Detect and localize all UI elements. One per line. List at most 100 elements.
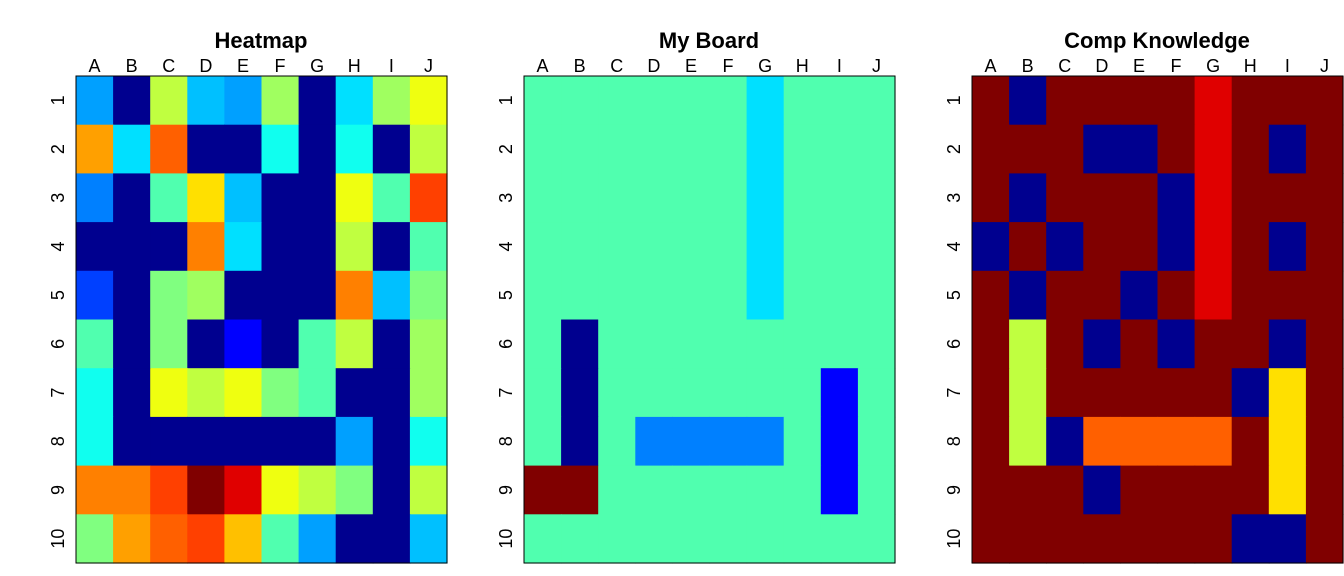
heatmap-cell: [409, 465, 448, 515]
x-tick-label: I: [837, 56, 842, 76]
y-tick-label: 5: [496, 290, 516, 300]
comp-knowledge-panel: Comp Knowledge A B C D E F G H I J 1 2 3 4 5 6 7 8 9 10: [944, 28, 1344, 564]
heatmap-cell: [335, 173, 374, 223]
heatmap-cell: [1157, 416, 1196, 467]
y-tick-label: 7: [48, 388, 68, 398]
heatmap-cell: [224, 124, 263, 174]
heatmap-cell: [1231, 465, 1270, 515]
heatmap-cell: [298, 222, 337, 272]
x-tick-label: E: [237, 56, 249, 76]
heatmap-cell: [409, 124, 448, 174]
heatmap-cell: [672, 319, 711, 369]
heatmap-cell: [820, 173, 859, 223]
heatmap-cell: [76, 416, 114, 467]
x-tick-label: J: [1320, 56, 1329, 76]
heatmap-cell: [1009, 76, 1047, 126]
heatmap-cell: [1305, 514, 1344, 564]
heatmap-cell: [1120, 319, 1159, 369]
heatmap-cell: [857, 173, 896, 223]
heatmap-cell: [524, 222, 562, 272]
heatmap-cell: [113, 465, 151, 515]
heatmap-cell: [1157, 465, 1196, 515]
heatmap-cell: [1231, 124, 1270, 174]
heatmap-cell: [1120, 76, 1159, 126]
y-tick-label: 8: [496, 436, 516, 446]
heatmap-cell: [972, 76, 1010, 126]
heatmap-cell: [635, 368, 673, 418]
heatmap-cell: [335, 270, 374, 321]
heatmap-cell: [335, 319, 374, 369]
heatmap-cell: [150, 173, 188, 223]
x-tick-label: I: [389, 56, 394, 76]
heatmap-cell: [335, 368, 374, 418]
heatmap-cell: [1009, 416, 1047, 467]
heatmap-cell: [820, 368, 859, 418]
heatmap-cell: [524, 465, 562, 515]
heatmap-cell: [409, 416, 448, 467]
x-tick-label: H: [796, 56, 809, 76]
heatmap-cell: [1268, 416, 1307, 467]
heatmap-cell: [672, 124, 711, 174]
heatmap-cell: [150, 368, 188, 418]
heatmap-cell: [298, 514, 337, 564]
heatmap-cell: [972, 270, 1010, 321]
y-tick-label: 8: [944, 436, 964, 446]
heatmap-cell: [709, 124, 748, 174]
heatmap-cell: [561, 416, 599, 467]
heatmap-cell: [598, 465, 636, 515]
heatmap-cell: [150, 514, 188, 564]
heatmap-cell: [224, 368, 263, 418]
heatmap-cell: [113, 319, 151, 369]
heatmap-cell: [1194, 222, 1233, 272]
heatmap-cell: [672, 368, 711, 418]
y-tick-label: 1: [48, 95, 68, 105]
plot-frame: [971, 75, 1344, 564]
x-tick-label: A: [537, 56, 549, 76]
y-tick-label: 10: [496, 529, 516, 549]
heatmap-cell: [224, 76, 263, 126]
heatmap-cell: [709, 416, 748, 467]
heatmap-cell: [1231, 416, 1270, 467]
heatmap-cell: [972, 124, 1010, 174]
heatmap-cell: [820, 124, 859, 174]
heatmap-cell: [746, 124, 785, 174]
heatmap-cell: [113, 76, 151, 126]
y-tick-label: 2: [496, 144, 516, 154]
heatmap-cell: [709, 368, 748, 418]
heatmap-cell: [972, 368, 1010, 418]
heatmap-cell: [261, 319, 300, 369]
heatmap-panel: Heatmap A B C D E F G H I J 1 2 3 4 5 6 7 8 9 10: [48, 28, 448, 564]
y-tick-label: 8: [48, 436, 68, 446]
heatmap-cell: [76, 76, 114, 126]
heatmap-cell: [1046, 124, 1084, 174]
heatmap-cell: [709, 270, 748, 321]
x-tick-label: C: [1058, 56, 1071, 76]
heatmap-cell: [113, 173, 151, 223]
heatmap-cell: [1194, 514, 1233, 564]
heatmap-cell: [783, 319, 822, 369]
heatmap-cell: [1120, 173, 1159, 223]
heatmap-cell: [298, 319, 337, 369]
y-tick-label: 3: [496, 193, 516, 203]
heatmap-cell: [1157, 222, 1196, 272]
heatmap-cell: [150, 124, 188, 174]
heatmap-cell: [746, 514, 785, 564]
heatmap-cell: [1157, 76, 1196, 126]
heatmap-cell: [261, 124, 300, 174]
heatmap-cell: [1305, 368, 1344, 418]
plot-frame: [75, 75, 448, 564]
heatmap-cell: [1268, 222, 1307, 272]
heatmap-cell: [224, 222, 263, 272]
heatmap-cell: [857, 76, 896, 126]
heatmap-cell: [1120, 368, 1159, 418]
heatmap-cell: [1231, 173, 1270, 223]
x-tick-label: D: [1095, 56, 1108, 76]
heatmap-cell: [635, 222, 673, 272]
heatmap-cell: [746, 416, 785, 467]
heatmap-cell: [672, 514, 711, 564]
y-tick-label: 9: [944, 485, 964, 495]
heatmap-cell: [783, 222, 822, 272]
heatmap-cell: [187, 124, 225, 174]
heatmap-cell: [335, 76, 374, 126]
heatmap-cell: [113, 368, 151, 418]
